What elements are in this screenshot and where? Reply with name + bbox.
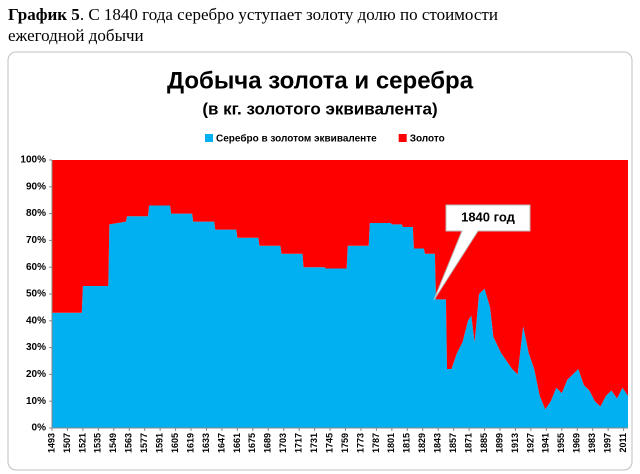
x-tick-label: 1871 (463, 433, 473, 453)
x-tick-label: 1507 (62, 433, 72, 453)
x-tick-label: 1941 (541, 433, 551, 453)
x-tick-label: 1801 (386, 433, 396, 453)
legend-swatch (205, 134, 213, 142)
x-tick-label: 1549 (108, 433, 118, 453)
x-tick-label: 1661 (232, 433, 242, 453)
legend-label: Золото (410, 134, 445, 145)
x-tick-label: 1563 (124, 433, 134, 453)
y-tick-label: 0% (32, 423, 47, 434)
x-tick-label: 1885 (479, 433, 489, 453)
y-tick-label: 50% (26, 289, 46, 300)
x-tick-label: 1493 (46, 433, 56, 453)
x-tick-label: 1829 (417, 433, 427, 453)
x-tick-label: 1927 (525, 433, 535, 453)
x-tick-label: 1983 (587, 433, 597, 453)
x-tick-label: 1521 (77, 433, 87, 453)
x-tick-label: 1955 (556, 433, 566, 453)
x-tick-label: 1969 (572, 433, 582, 453)
y-tick-label: 10% (26, 396, 46, 407)
x-tick-label: 1731 (309, 433, 319, 453)
legend-label: Серебро в золотом эквиваленте (216, 133, 377, 145)
y-tick-label: 20% (26, 369, 46, 380)
header-label: График 5 (8, 5, 80, 24)
x-tick-label: 1675 (247, 433, 257, 453)
x-tick-label: 1997 (603, 433, 613, 453)
header: График 5. С 1840 года серебро уступает з… (8, 4, 568, 46)
y-tick-label: 80% (26, 208, 46, 219)
legend-swatch (398, 134, 407, 142)
y-tick-label: 100% (20, 155, 46, 166)
x-tick-label: 1745 (324, 433, 334, 453)
x-tick-label: 1605 (170, 433, 180, 453)
y-tick-label: 30% (26, 342, 46, 353)
x-tick-label: 1759 (340, 433, 350, 453)
annotation: 1840 год (461, 209, 516, 224)
x-tick-label: 1913 (510, 433, 520, 453)
chart-subtitle: (в кг. золотого эквивалента) (202, 99, 437, 118)
x-tick-label: 1703 (278, 433, 288, 453)
header-text: . С 1840 года серебро уступает золоту до… (8, 5, 498, 45)
x-tick-label: 1843 (433, 433, 443, 453)
x-tick-label: 1787 (371, 433, 381, 453)
x-tick-label: 1815 (402, 433, 412, 453)
x-tick-label: 1619 (185, 433, 195, 453)
area (52, 205, 628, 428)
chart-title: Добыча золота и серебра (167, 67, 474, 94)
x-tick-label: 1689 (263, 433, 273, 453)
x-tick-label: 1857 (448, 433, 458, 453)
x-tick-label: 1535 (93, 433, 103, 453)
y-tick-label: 90% (26, 181, 46, 192)
x-tick-label: 1633 (201, 433, 211, 453)
x-tick-label: 1647 (216, 433, 226, 453)
x-tick-label: 1899 (494, 433, 504, 453)
x-tick-label: 1591 (155, 433, 165, 453)
y-tick-label: 60% (26, 262, 46, 273)
y-tick-label: 70% (26, 235, 46, 246)
callout (433, 204, 531, 301)
x-tick-label: 2011 (618, 433, 628, 453)
x-tick-label: 1717 (294, 433, 304, 453)
x-tick-label: 1773 (355, 433, 365, 453)
x-tick-label: 1577 (139, 433, 149, 453)
y-tick-label: 40% (26, 315, 46, 326)
